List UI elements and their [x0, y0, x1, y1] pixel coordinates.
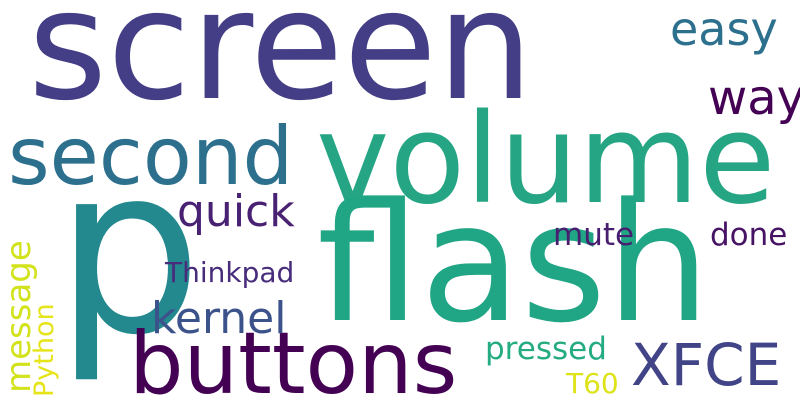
word-way: way — [708, 70, 800, 126]
word-p: p — [55, 116, 203, 386]
word-Thinkpad: Thinkpad — [165, 256, 295, 289]
word-volume: volume — [316, 88, 776, 232]
word-quick: quick — [177, 186, 295, 237]
word-mute: mute — [553, 217, 635, 253]
word-done: done — [710, 217, 788, 253]
word-buttons: buttons — [129, 314, 458, 400]
word-XFCE: XFCE — [631, 331, 782, 399]
word-screen: screen — [28, 0, 534, 134]
word-kernel: kernel — [151, 293, 287, 344]
word-second: second — [8, 110, 294, 203]
word-easy: easy — [670, 2, 778, 56]
word-T60: T60 — [566, 367, 619, 400]
word-flash: flash — [317, 168, 711, 359]
word-pressed: pressed — [485, 331, 607, 367]
word-Python: Python — [29, 303, 60, 397]
